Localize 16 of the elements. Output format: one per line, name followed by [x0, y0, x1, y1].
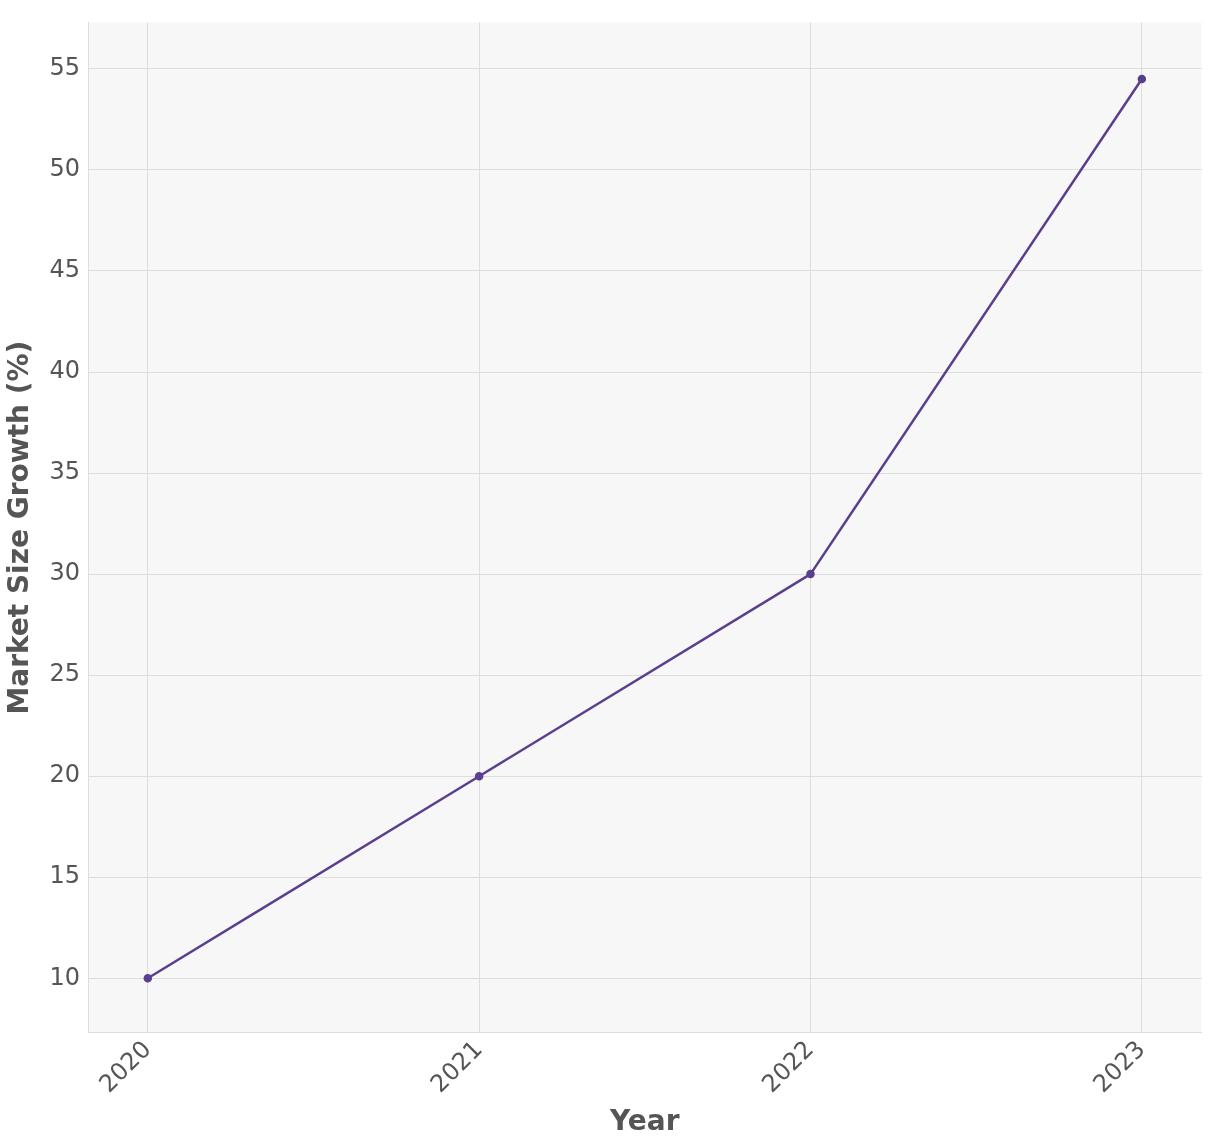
y-axis-title: Market Size Growth (%)	[2, 340, 36, 715]
y-tick-label: 35	[49, 457, 81, 486]
y-tick-label: 20	[49, 760, 81, 789]
y-tick-label: 40	[49, 356, 81, 385]
y-tick-label: 55	[49, 53, 81, 82]
point	[474, 771, 484, 781]
y-tick-label: 10	[49, 962, 81, 991]
point	[143, 974, 153, 983]
point	[806, 569, 815, 579]
point	[1137, 74, 1147, 84]
y-tick-label: 30	[49, 558, 81, 587]
y-tick-label: 15	[49, 861, 81, 890]
y-tick-label: 25	[49, 659, 81, 688]
x-axis-title: Year	[609, 1104, 680, 1138]
y-tick-label: 45	[49, 255, 81, 284]
y-tick-label: 50	[49, 154, 81, 183]
